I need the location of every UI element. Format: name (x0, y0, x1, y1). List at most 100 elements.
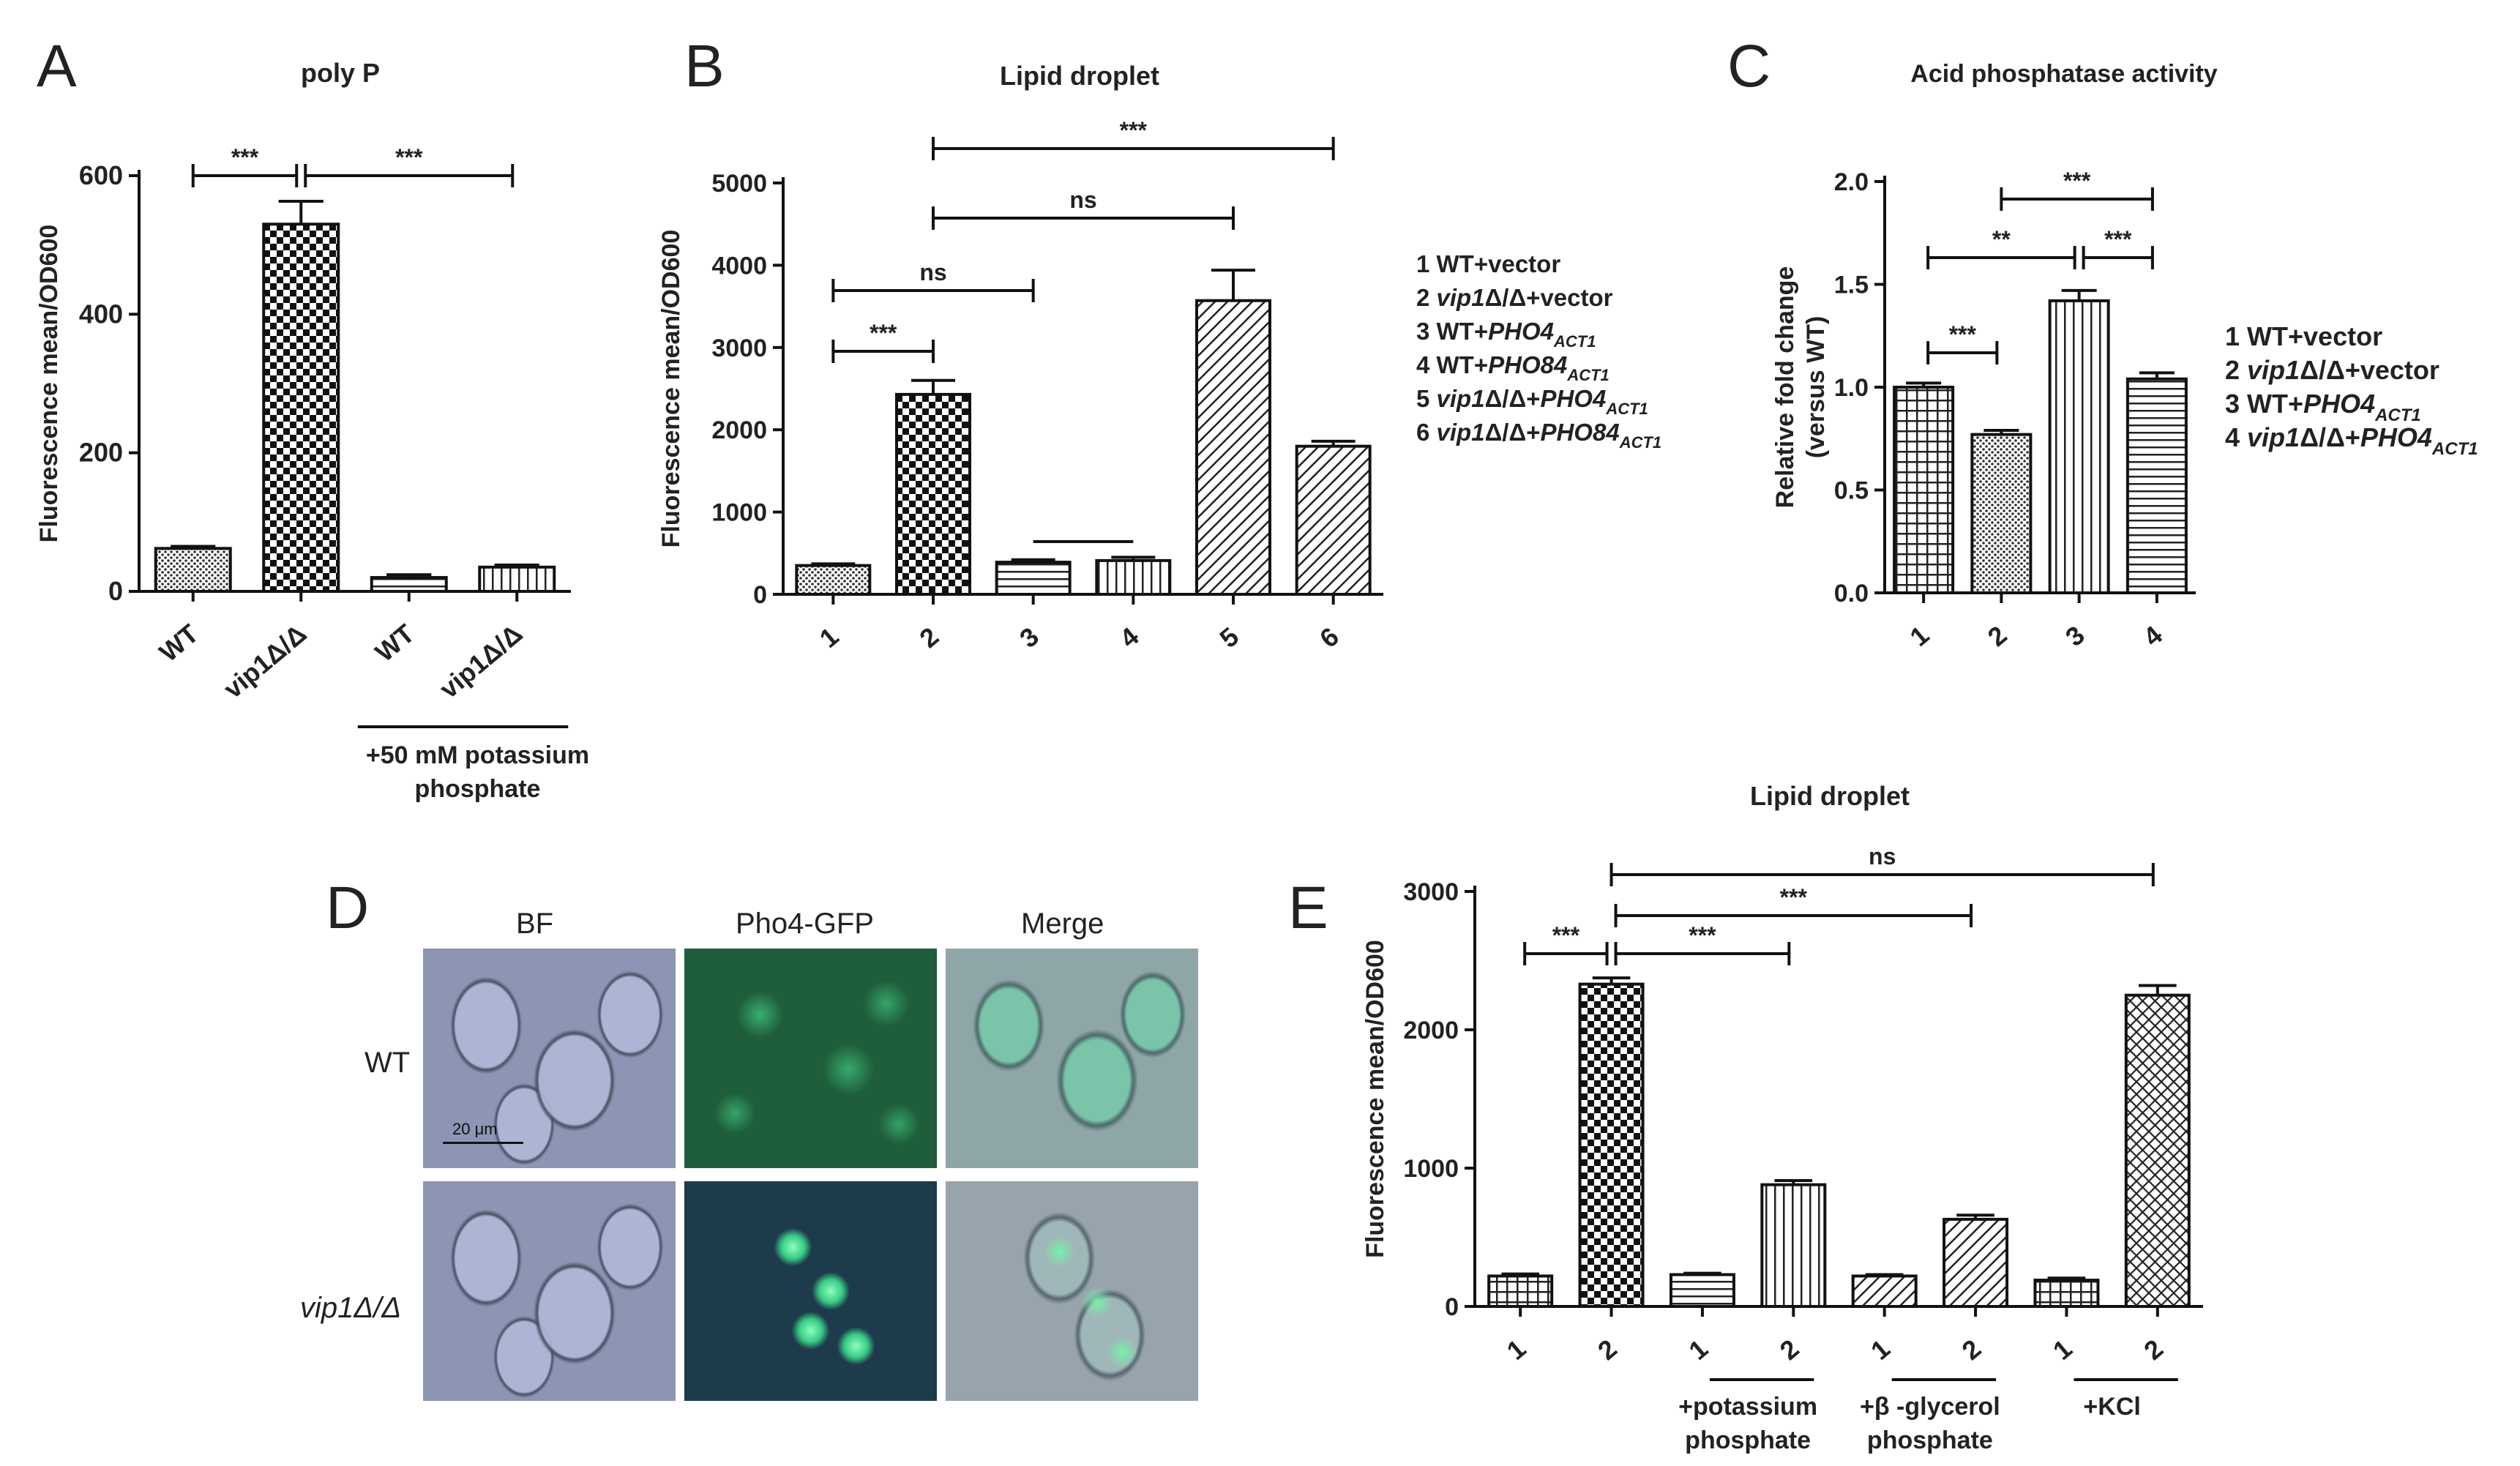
x-tick-label: 1 (1865, 1334, 1896, 1366)
significance-label: ns (1869, 843, 1896, 869)
micrograph-vip1-merge (946, 1181, 1198, 1401)
micro-col-label-bf: BF (516, 908, 554, 940)
y-tick-label: 0 (1445, 1293, 1459, 1321)
chart-title: poly P (301, 58, 380, 88)
bar (1578, 982, 1645, 1308)
chart-lipid-droplet-b: Lipid droplet Fluorescence mean/OD600 0 100… (657, 61, 1661, 654)
legend-entry: 6 vip1Δ/Δ+PHO84ACT1 (1416, 419, 1661, 452)
chart-acid-phosphatase: Acid phosphatase activity Relative fold c… (1771, 60, 2478, 652)
micro-row-label-vip1: vip1Δ/Δ (300, 1292, 402, 1324)
bar (262, 222, 340, 593)
y-axis-label: Relative fold change (1771, 266, 1799, 509)
y-tick-label: 0.5 (1834, 477, 1869, 505)
chart-title: Acid phosphatase activity (1910, 60, 2218, 88)
significance-label: *** (1120, 117, 1148, 143)
x-tick-label: 2 (1982, 620, 2013, 652)
bar (478, 565, 556, 593)
x-tick-label: 2 (913, 621, 944, 654)
x-tick-label: WT (154, 618, 204, 667)
legend-entry: 1 WT+vector (1416, 250, 1560, 277)
y-tick-label: 1.5 (1834, 272, 1869, 299)
y-tick-label: 400 (79, 299, 123, 329)
y-tick-label: 1.0 (1834, 374, 1869, 402)
significance-label: *** (2104, 226, 2132, 253)
legend-entry: 5 vip1Δ/Δ+PHO4ACT1 (1416, 385, 1648, 418)
x-tick-label: 5 (1214, 621, 1244, 654)
significance-label: ns (919, 259, 946, 285)
y-tick-label: 3000 (711, 334, 767, 362)
significance-label: *** (231, 144, 259, 171)
x-tick-label: 1 (1904, 620, 1935, 652)
panel-letter-b: B (684, 33, 725, 100)
y-axis-label: Fluorescence mean/OD600 (35, 225, 63, 543)
scale-bar-label: 20 μm (452, 1120, 498, 1138)
x-tick-label: 4 (1114, 621, 1145, 654)
bar (1970, 433, 2033, 594)
y-axis-label: Fluorescence mean/OD600 (657, 230, 685, 548)
micrograph-wt-merge (946, 949, 1198, 1168)
bar (154, 547, 232, 593)
micrograph-vip1-gfp (684, 1181, 937, 1401)
scale-bar (443, 1142, 523, 1144)
chart-title: Lipid droplet (1000, 61, 1159, 91)
group-label: +β -glycerol (1860, 1393, 2000, 1421)
legend-entry: 2 vip1Δ/Δ+vector (2225, 355, 2439, 385)
bar (1095, 558, 1172, 597)
legend-entry: 4 WT+PHO84ACT1 (1416, 351, 1609, 384)
bar (895, 392, 971, 596)
micro-col-label-merge: Merge (1021, 908, 1104, 940)
significance-label: *** (1552, 922, 1580, 949)
bar (1943, 1217, 2009, 1309)
group-label: +KCl (2083, 1393, 2140, 1421)
x-tick-label: 2 (1956, 1334, 1987, 1366)
x-tick-label: 4 (2137, 620, 2168, 652)
micrograph-vip1-bf (423, 1181, 676, 1401)
significance-label: *** (1780, 884, 1808, 910)
bar (2033, 1279, 2100, 1308)
bar (2048, 299, 2110, 594)
bar (1760, 1183, 1827, 1309)
x-tick-label: 1 (1683, 1334, 1713, 1366)
x-tick-label: 2 (1774, 1334, 1805, 1366)
chart-lipid-droplet-e: Lipid droplet Fluorescence mean/OD600 0 100… (1361, 781, 2203, 1454)
bar (1195, 299, 1271, 596)
legend-entry: 3 WT+PHO4ACT1 (2225, 389, 2421, 425)
y-tick-label: 3000 (1403, 878, 1459, 906)
micrograph-wt-bf (423, 949, 676, 1168)
y-axis-label: (versus WT) (1802, 316, 1830, 459)
y-tick-label: 2000 (711, 416, 767, 444)
x-tick-label: 1 (1501, 1334, 1532, 1366)
micro-row-label-wt: WT (364, 1047, 411, 1079)
bar (995, 561, 1072, 596)
y-tick-label: 5000 (711, 170, 767, 198)
group-label: phosphate (415, 775, 541, 803)
chart-poly-p: poly P Fluorescence mean/OD600 0 200 400 600 W… (35, 58, 589, 803)
x-tick-label: 1 (814, 621, 845, 654)
significance-label: ns (1069, 187, 1096, 213)
y-tick-label: 0 (108, 576, 123, 606)
x-tick-label: 6 (1314, 621, 1345, 654)
panel-letter-d: D (326, 875, 369, 941)
significance-label: ** (1992, 226, 2011, 253)
bar (1487, 1274, 1554, 1309)
group-label: +potassium (1678, 1393, 1817, 1421)
x-tick-label: vip1Δ/Δ (218, 618, 313, 704)
bar (2125, 377, 2188, 594)
panel-letter-e: E (1288, 875, 1328, 941)
x-tick-label: WT (370, 618, 420, 667)
x-tick-label: vip1Δ/Δ (434, 618, 528, 704)
y-axis-label: Fluorescence mean/OD600 (1361, 940, 1389, 1258)
significance-label: *** (1689, 922, 1716, 949)
significance-label: *** (2063, 168, 2091, 194)
panel-letter-c: C (1727, 33, 1771, 100)
bar (1295, 444, 1372, 596)
significance-label: *** (1949, 321, 1977, 348)
micro-col-label-gfp: Pho4-GFP (736, 908, 874, 940)
legend-entry: 1 WT+vector (2225, 321, 2382, 351)
y-tick-label: 2000 (1403, 1017, 1459, 1044)
micrograph-wt-gfp (684, 949, 937, 1168)
y-tick-label: 600 (79, 160, 123, 190)
x-tick-label: 2 (2138, 1334, 2169, 1366)
significance-label: *** (395, 144, 423, 171)
